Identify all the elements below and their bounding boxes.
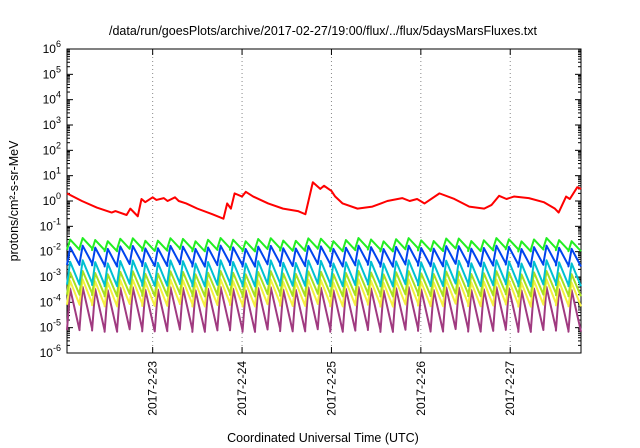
x-tick-label: 2017-2-26 (414, 361, 428, 416)
y-tick-label: 10-4 (40, 292, 61, 309)
y-tick-label: 101 (43, 166, 61, 183)
y-tick-label: 104 (43, 90, 61, 107)
y-tick-label: 100 (43, 191, 61, 208)
y-tick-label: 10-3 (40, 267, 61, 284)
y-tick-label: 10-1 (40, 216, 61, 233)
y-tick-label: 102 (43, 140, 61, 157)
series-line-blue (66, 244, 582, 268)
x-tick-label: 2017-2-27 (503, 361, 517, 416)
y-tick-label: 106 (43, 39, 61, 56)
x-axis-ticks: 2017-2-23 2017-2-24 2017-2-25 2017-2-26 2017… (146, 49, 517, 416)
series-layer (66, 181, 582, 333)
series-line-red (66, 181, 582, 220)
y-tick-label: 10-2 (40, 242, 61, 259)
x-tick-label: 2017-2-24 (235, 361, 249, 416)
y-tick-label: 105 (43, 64, 61, 81)
x-tick-label: 2017-2-25 (324, 361, 338, 416)
y-axis-ticks: 10-6 10-5 10-4 10-3 10-2 10-1 100 101 102 103 104 1… (40, 39, 581, 360)
y-axis-label: protons/cm²-s-sr-MeV (7, 140, 21, 262)
y-tick-label: 10-6 (40, 343, 61, 360)
x-axis-label: Coordinated Universal Time (UTC) (227, 431, 419, 445)
chart-title: /data/run/goesPlots/archive/2017-02-27/1… (109, 24, 538, 38)
y-tick-label: 10-5 (40, 318, 61, 335)
series-line-yellow (66, 278, 582, 308)
y-tick-label: 103 (43, 115, 61, 132)
x-tick-label: 2017-2-23 (146, 361, 160, 416)
series-line-green (66, 237, 582, 253)
series-line-cyan (66, 259, 582, 288)
series-line-lime (66, 270, 582, 298)
